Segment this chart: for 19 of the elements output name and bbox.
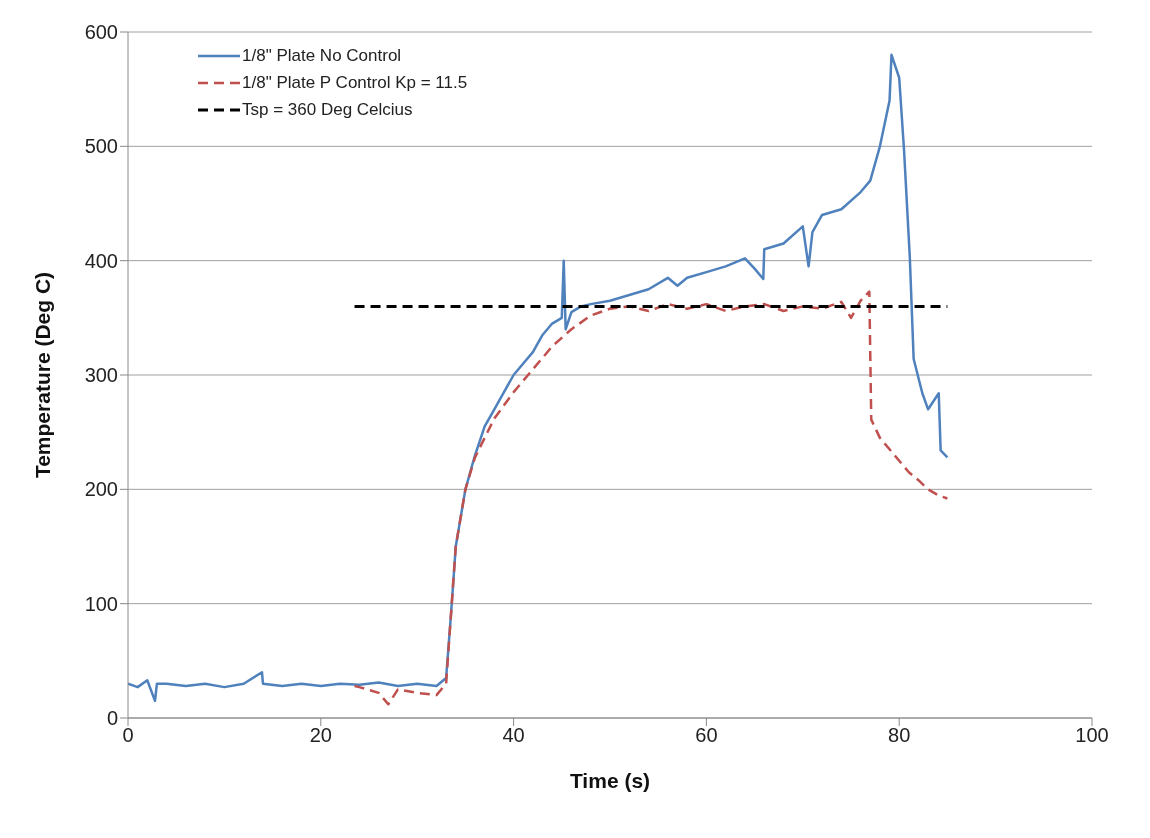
y-axis-title: Temperature (Deg C) <box>31 271 55 479</box>
x-tick-label: 40 <box>502 724 525 747</box>
legend-label: 1/8" Plate P Control Kp = 11.5 <box>242 72 468 93</box>
x-tick-label: 0 <box>122 724 134 747</box>
legend-label: 1/8" Plate No Control <box>242 45 402 66</box>
y-tick-label: 100 <box>84 592 118 615</box>
y-tick-label: 300 <box>84 364 118 387</box>
y-tick-label: 400 <box>84 249 118 272</box>
y-tick-label: 500 <box>84 135 118 158</box>
x-axis-title: Time (s) <box>569 769 651 792</box>
y-tick-label: 200 <box>84 478 118 501</box>
legend-label: Tsp = 360 Deg Celcius <box>242 99 413 120</box>
y-tick-label: 0 <box>106 707 118 730</box>
x-tick-label: 80 <box>888 724 911 747</box>
x-tick-label: 20 <box>309 724 332 747</box>
x-tick-label: 60 <box>695 724 718 747</box>
y-tick-label: 600 <box>84 21 118 44</box>
line-series <box>353 290 949 706</box>
x-tick-label: 100 <box>1075 724 1109 747</box>
